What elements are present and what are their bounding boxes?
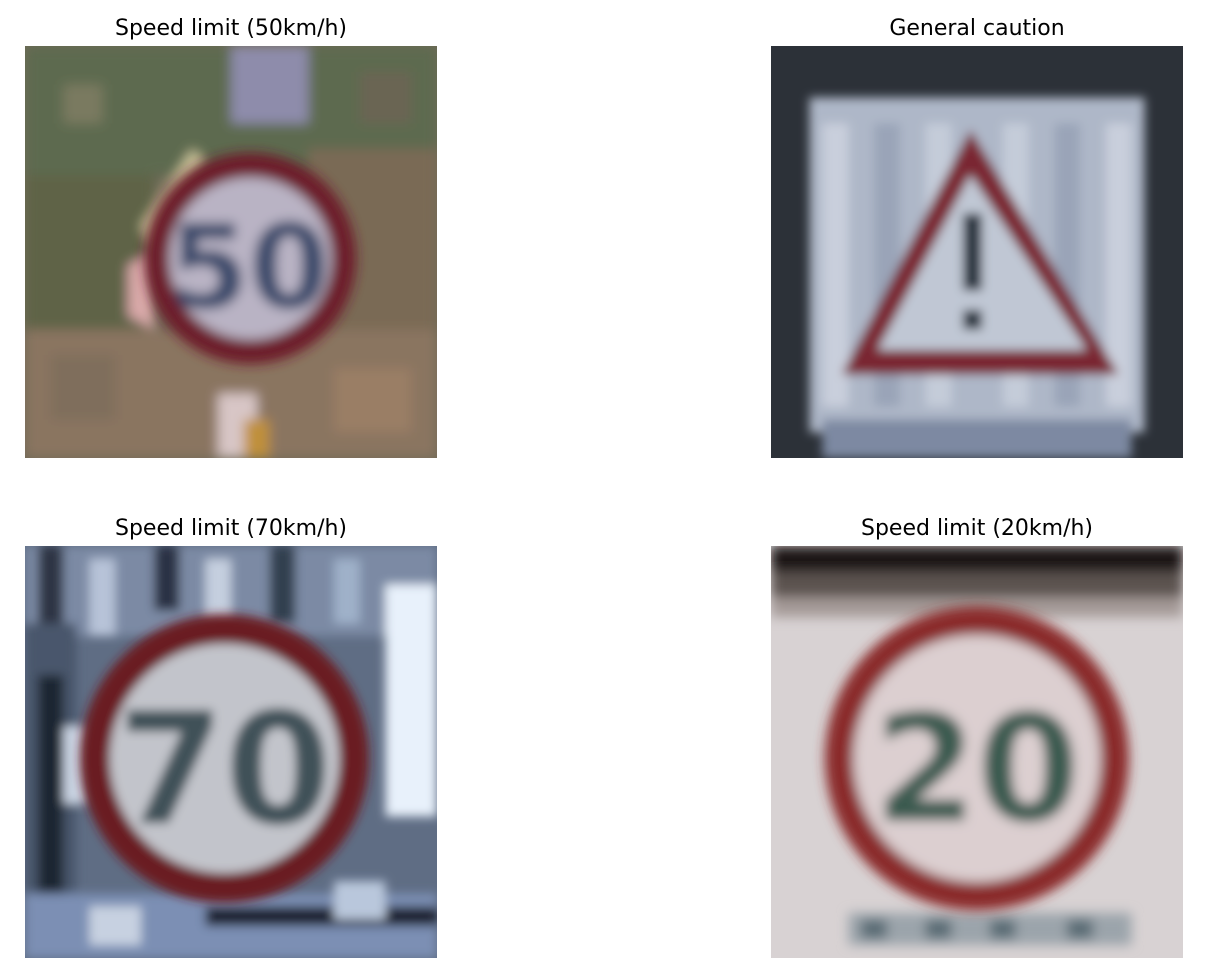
panel-title: Speed limit (50km/h) [114, 16, 348, 41]
svg-text:20: 20 [874, 683, 1080, 855]
general-caution-sign-icon: ! [771, 46, 1183, 458]
sign-image-general-caution: ! [771, 46, 1183, 458]
speed-limit-50-sign-icon: 50 [25, 46, 437, 458]
panel-title: General caution [889, 16, 1065, 41]
sign-image-speed-limit-50: 50 [25, 46, 437, 458]
speed-limit-70-sign-icon: 70 [25, 546, 437, 958]
panel-title: Speed limit (20km/h) [860, 516, 1094, 541]
sign-image-speed-limit-20: 20 [771, 546, 1183, 958]
svg-text:50: 50 [168, 200, 329, 335]
panel-title: Speed limit (70km/h) [114, 516, 348, 541]
speed-limit-20-sign-icon: 20 [771, 546, 1183, 958]
svg-text:70: 70 [117, 681, 332, 860]
sign-image-speed-limit-70: 70 [25, 546, 437, 958]
